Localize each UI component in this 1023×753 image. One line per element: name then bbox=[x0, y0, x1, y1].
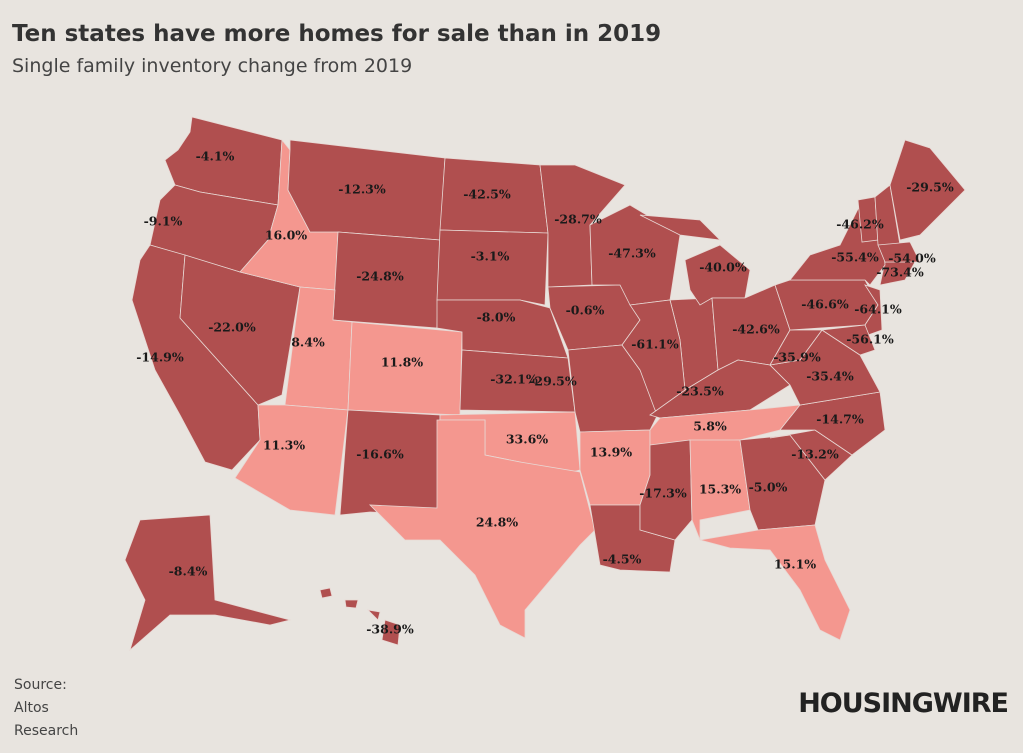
value-label: -35.9% bbox=[773, 350, 821, 365]
source: Research bbox=[14, 723, 78, 739]
value-label: -73.4% bbox=[876, 265, 924, 280]
map bbox=[124, 116, 966, 652]
value-label: -29.5% bbox=[906, 180, 954, 195]
value-label: -46.2% bbox=[836, 217, 884, 232]
state bbox=[820, 324, 876, 356]
state bbox=[368, 419, 596, 639]
state bbox=[234, 404, 349, 516]
value-label: 16.0% bbox=[265, 228, 307, 243]
state bbox=[319, 587, 401, 646]
value-label: 11.3% bbox=[263, 438, 305, 453]
value-label: -5.0% bbox=[749, 480, 788, 495]
value-label: -4.1% bbox=[196, 149, 235, 164]
state bbox=[124, 514, 292, 652]
value-label: -8.4% bbox=[169, 564, 208, 579]
value-labels: -4.1% -9.1% -14.9% -22.0% 16.0% -12.3% -24.8% 8… bbox=[136, 149, 954, 637]
value-label: -14.7% bbox=[816, 412, 864, 427]
value-label: -32.1% bbox=[490, 372, 538, 387]
title: Ten states have more homes for sale than… bbox=[12, 21, 661, 47]
value-label: -46.6% bbox=[801, 297, 849, 312]
value-label: -9.1% bbox=[144, 214, 183, 229]
value-label: -23.5% bbox=[676, 384, 724, 399]
value-label: -22.0% bbox=[208, 320, 256, 335]
source: Source: bbox=[14, 677, 67, 693]
source: Altos bbox=[14, 700, 49, 716]
state bbox=[699, 524, 851, 641]
value-label: -56.1% bbox=[846, 332, 894, 347]
logo: HOUSINGWIRE bbox=[798, 688, 1008, 719]
value-label: -0.6% bbox=[566, 303, 605, 318]
value-label: -61.1% bbox=[631, 337, 679, 352]
value-label: -54.0% bbox=[888, 251, 936, 266]
value-label: -42.6% bbox=[732, 322, 780, 337]
value-label: -14.9% bbox=[136, 350, 184, 365]
value-label: 8.4% bbox=[291, 335, 325, 350]
value-label: 33.6% bbox=[506, 432, 548, 447]
value-label: -64.1% bbox=[854, 302, 902, 317]
value-label: -47.3% bbox=[608, 246, 656, 261]
value-label: 15.3% bbox=[699, 482, 741, 497]
state bbox=[889, 139, 966, 241]
value-label: -28.7% bbox=[554, 212, 602, 227]
value-label: 5.8% bbox=[693, 419, 727, 434]
value-label: -17.3% bbox=[639, 486, 687, 501]
subtitle: Single family inventory change from 2019 bbox=[12, 55, 412, 77]
value-label: -24.8% bbox=[356, 269, 404, 284]
value-label: -12.3% bbox=[338, 182, 386, 197]
value-label: 15.1% bbox=[774, 557, 816, 572]
value-label: 13.9% bbox=[590, 445, 632, 460]
value-label: -35.4% bbox=[806, 369, 854, 384]
state bbox=[877, 241, 921, 263]
state bbox=[436, 229, 549, 306]
state bbox=[769, 329, 823, 366]
value-label: -42.5% bbox=[463, 187, 511, 202]
value-label: 11.8% bbox=[381, 355, 423, 370]
state bbox=[339, 409, 441, 516]
value-label: 24.8% bbox=[476, 515, 518, 530]
value-label: -38.9% bbox=[366, 622, 414, 637]
value-label: -4.5% bbox=[603, 552, 642, 567]
value-label: -3.1% bbox=[471, 249, 510, 264]
value-label: -40.0% bbox=[699, 260, 747, 275]
state bbox=[769, 429, 853, 481]
value-label: -55.4% bbox=[831, 250, 879, 265]
value-label: -29.5% bbox=[529, 374, 577, 389]
value-label: -13.2% bbox=[791, 447, 839, 462]
value-label: -16.6% bbox=[356, 447, 404, 462]
value-label: -8.0% bbox=[477, 310, 516, 325]
